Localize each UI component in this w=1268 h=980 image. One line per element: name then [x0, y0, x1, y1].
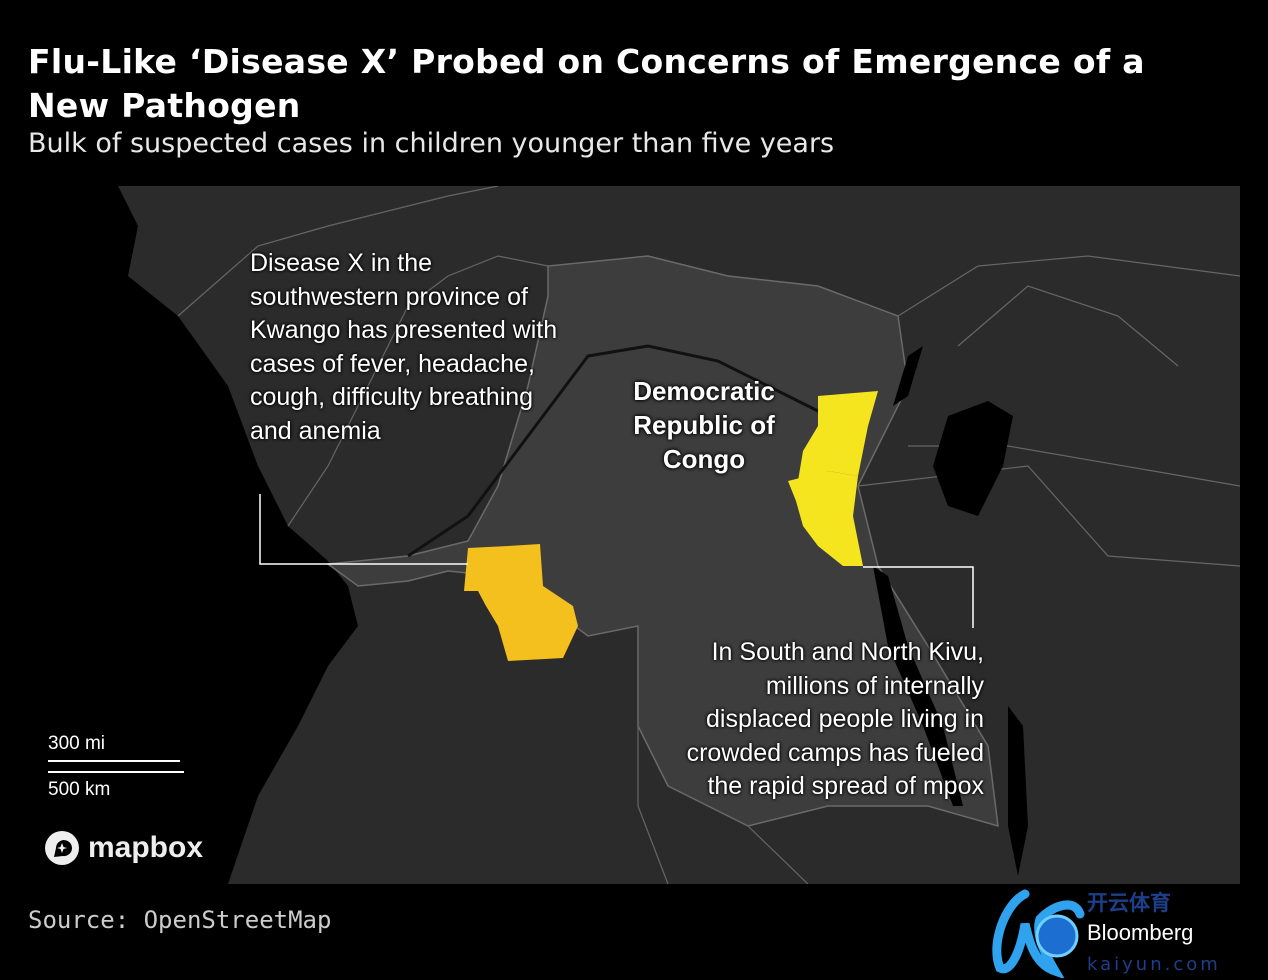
kwango-annotation: Disease X in the southwestern province o… — [250, 249, 558, 445]
svg-text:Bloomberg: Bloomberg — [1087, 920, 1193, 945]
map[interactable] — [28, 186, 1240, 884]
kwango-leader-line — [259, 494, 468, 565]
kivu-leader-line — [863, 566, 974, 628]
scale-bar-km — [48, 771, 184, 773]
svg-text:kaiyun.com: kaiyun.com — [1087, 954, 1221, 975]
mapbox-icon — [45, 831, 79, 865]
south-kivu-region — [788, 471, 863, 566]
country-label-drc: Democratic Republic of Congo — [633, 376, 775, 474]
mapbox-logo[interactable]: mapbox — [44, 830, 203, 866]
north-kivu-region — [798, 391, 878, 481]
congo-river — [407, 344, 849, 558]
scale-miles: 300 mi — [48, 733, 106, 754]
borders — [177, 186, 1240, 884]
lake-malawi — [1008, 706, 1028, 876]
scale-km: 500 km — [48, 779, 111, 800]
lake-victoria — [933, 401, 1013, 516]
scale-bar-miles — [48, 760, 180, 762]
kwango-region — [464, 544, 578, 661]
watermark-logo: 开云体育 Bloomberg kaiyun.com — [992, 889, 1221, 978]
mapbox-wordmark: mapbox — [88, 831, 204, 864]
kivu-annotation: In South and North Kivu, millions of int… — [686, 638, 984, 800]
ocean — [28, 186, 358, 884]
chart-subtitle: Bulk of suspected cases in children youn… — [28, 128, 835, 159]
lake-albert — [893, 346, 923, 406]
chart-title: Flu-Like ‘Disease X’ Probed on Concerns … — [28, 42, 1145, 125]
lake-tanganyika — [873, 566, 963, 806]
svg-text:开云体育: 开云体育 — [1087, 891, 1171, 915]
source-note: Source: OpenStreetMap — [28, 906, 332, 934]
